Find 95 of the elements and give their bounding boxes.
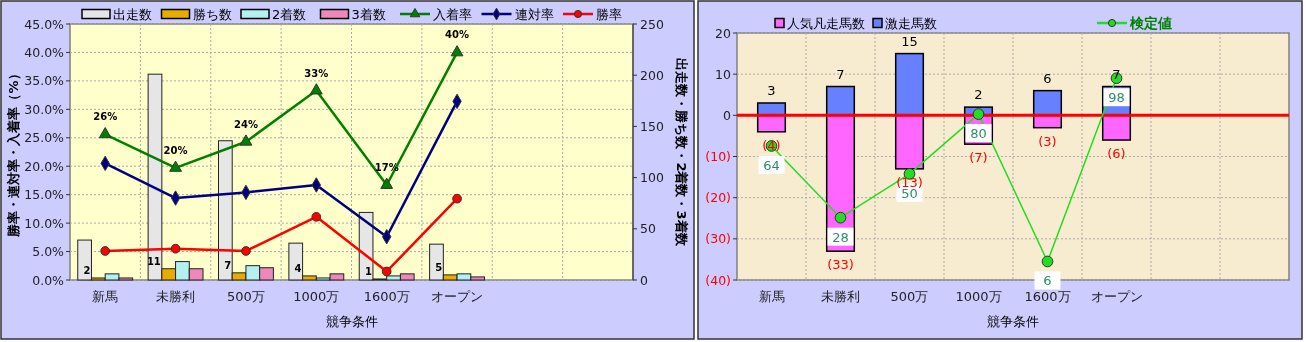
point xyxy=(239,134,253,146)
y2-tick-label: 0 xyxy=(640,272,648,288)
data-label: 64 xyxy=(763,157,780,173)
y-tick-label: 5.0% xyxy=(32,244,65,260)
point xyxy=(1041,255,1054,268)
x-tick-label: 1000万 xyxy=(955,289,1002,304)
data-label: 28 xyxy=(832,229,849,245)
point xyxy=(380,177,394,189)
legend-label: 入着率 xyxy=(433,7,472,22)
y-tick-label: (10) xyxy=(705,149,731,164)
legend-label: 勝ち数 xyxy=(192,7,232,22)
point xyxy=(169,160,182,172)
y-tick-label: 35.0% xyxy=(24,73,65,89)
data-label: 20% xyxy=(163,144,188,156)
data-label: (7) xyxy=(969,150,988,166)
legend-label: 人気凡走馬数 xyxy=(787,16,865,31)
y-tick-label: 30.0% xyxy=(24,101,65,117)
y2-axis-title: 出走数・勝ち数・2着数・3着数 xyxy=(674,58,689,247)
point xyxy=(241,246,251,256)
x-tick-label: 未勝利 xyxy=(156,289,196,304)
point xyxy=(170,243,181,254)
y-tick-label: 20 xyxy=(715,25,732,41)
data-label: 80 xyxy=(970,126,987,142)
y2-tick-label: 100 xyxy=(640,170,664,186)
x-tick-label: 1600万 xyxy=(363,289,410,304)
data-label: 1 xyxy=(365,265,372,277)
y-tick-label: (30) xyxy=(705,231,731,247)
legend-label: 激走馬数 xyxy=(885,16,937,31)
data-label: (33) xyxy=(827,257,854,273)
y-tick-label: 25.0% xyxy=(24,130,65,146)
y-tick-label: 0 xyxy=(723,107,732,123)
bar xyxy=(894,52,925,117)
y-tick-label: 40.0% xyxy=(24,44,65,60)
legend-label: 勝率 xyxy=(596,7,622,22)
point xyxy=(100,246,111,256)
data-label: (3) xyxy=(1038,133,1057,149)
bar xyxy=(894,114,925,170)
point xyxy=(450,45,464,57)
point xyxy=(311,211,322,222)
data-label: (6) xyxy=(1107,146,1126,162)
y-tick-label: 15.0% xyxy=(24,187,65,203)
data-label: 5 xyxy=(435,261,443,273)
legend-label: 2着数 xyxy=(272,7,307,22)
x-tick-label: 未勝利 xyxy=(821,289,860,304)
legend-label: 3着数 xyxy=(351,7,386,22)
y2-tick-label: 150 xyxy=(640,118,664,134)
data-label: 98 xyxy=(1108,90,1125,106)
y-tick-label: 10.0% xyxy=(24,215,65,231)
x-axis-title: 競争条件 xyxy=(987,314,1039,329)
bar xyxy=(825,85,856,117)
y2-tick-label: 200 xyxy=(640,67,664,83)
y-tick-label: 10 xyxy=(715,66,732,82)
y2-tick-label: 50 xyxy=(640,221,656,237)
bar xyxy=(1101,114,1132,141)
x-tick-label: 新馬 xyxy=(92,289,119,304)
data-label: 33% xyxy=(304,67,329,79)
legend-label: 検定値 xyxy=(1129,15,1172,31)
y2-tick-label: 250 xyxy=(640,16,664,32)
y-tick-label: 20.0% xyxy=(24,158,65,174)
y-tick-label: 0.0% xyxy=(32,272,65,288)
data-label: 7 xyxy=(224,259,232,271)
y-tick-label: (40) xyxy=(705,272,731,288)
bar xyxy=(1032,89,1063,117)
x-tick-label: 500万 xyxy=(227,289,265,304)
data-label: (13) xyxy=(896,174,923,190)
legend-label: 出走数 xyxy=(113,7,152,22)
point xyxy=(834,211,847,224)
legend-label: 連対率 xyxy=(514,7,554,22)
data-label: 6 xyxy=(1043,70,1052,86)
data-label: 2 xyxy=(974,87,983,103)
x-tick-label: 新馬 xyxy=(758,289,785,304)
y-axis-title: 勝率・連対率・入着率（%） xyxy=(6,67,21,238)
y-tick-label: (20) xyxy=(705,190,731,206)
point xyxy=(381,266,392,277)
point xyxy=(452,193,462,204)
data-label: 15 xyxy=(901,33,918,49)
x-tick-label: 500万 xyxy=(890,289,929,304)
x-tick-label: 1000万 xyxy=(293,289,340,304)
data-label: 6 xyxy=(1043,273,1052,289)
point xyxy=(309,83,323,95)
data-label: 40% xyxy=(445,29,470,41)
data-label: 3 xyxy=(767,82,776,98)
point xyxy=(98,127,112,139)
x-tick-label: 1600万 xyxy=(1024,289,1071,304)
data-label: 24% xyxy=(233,118,258,130)
data-label: 7 xyxy=(836,66,845,82)
x-tick-label: オープン xyxy=(1090,289,1143,304)
data-label: 26% xyxy=(93,111,118,123)
data-label: 11 xyxy=(146,255,161,267)
data-label: 2 xyxy=(83,264,91,276)
point xyxy=(972,108,985,120)
x-tick-label: オープン xyxy=(431,289,484,304)
data-label: 4 xyxy=(294,262,302,274)
x-axis-title: 競争条件 xyxy=(325,314,378,329)
y-tick-label: 45.0% xyxy=(24,16,65,32)
